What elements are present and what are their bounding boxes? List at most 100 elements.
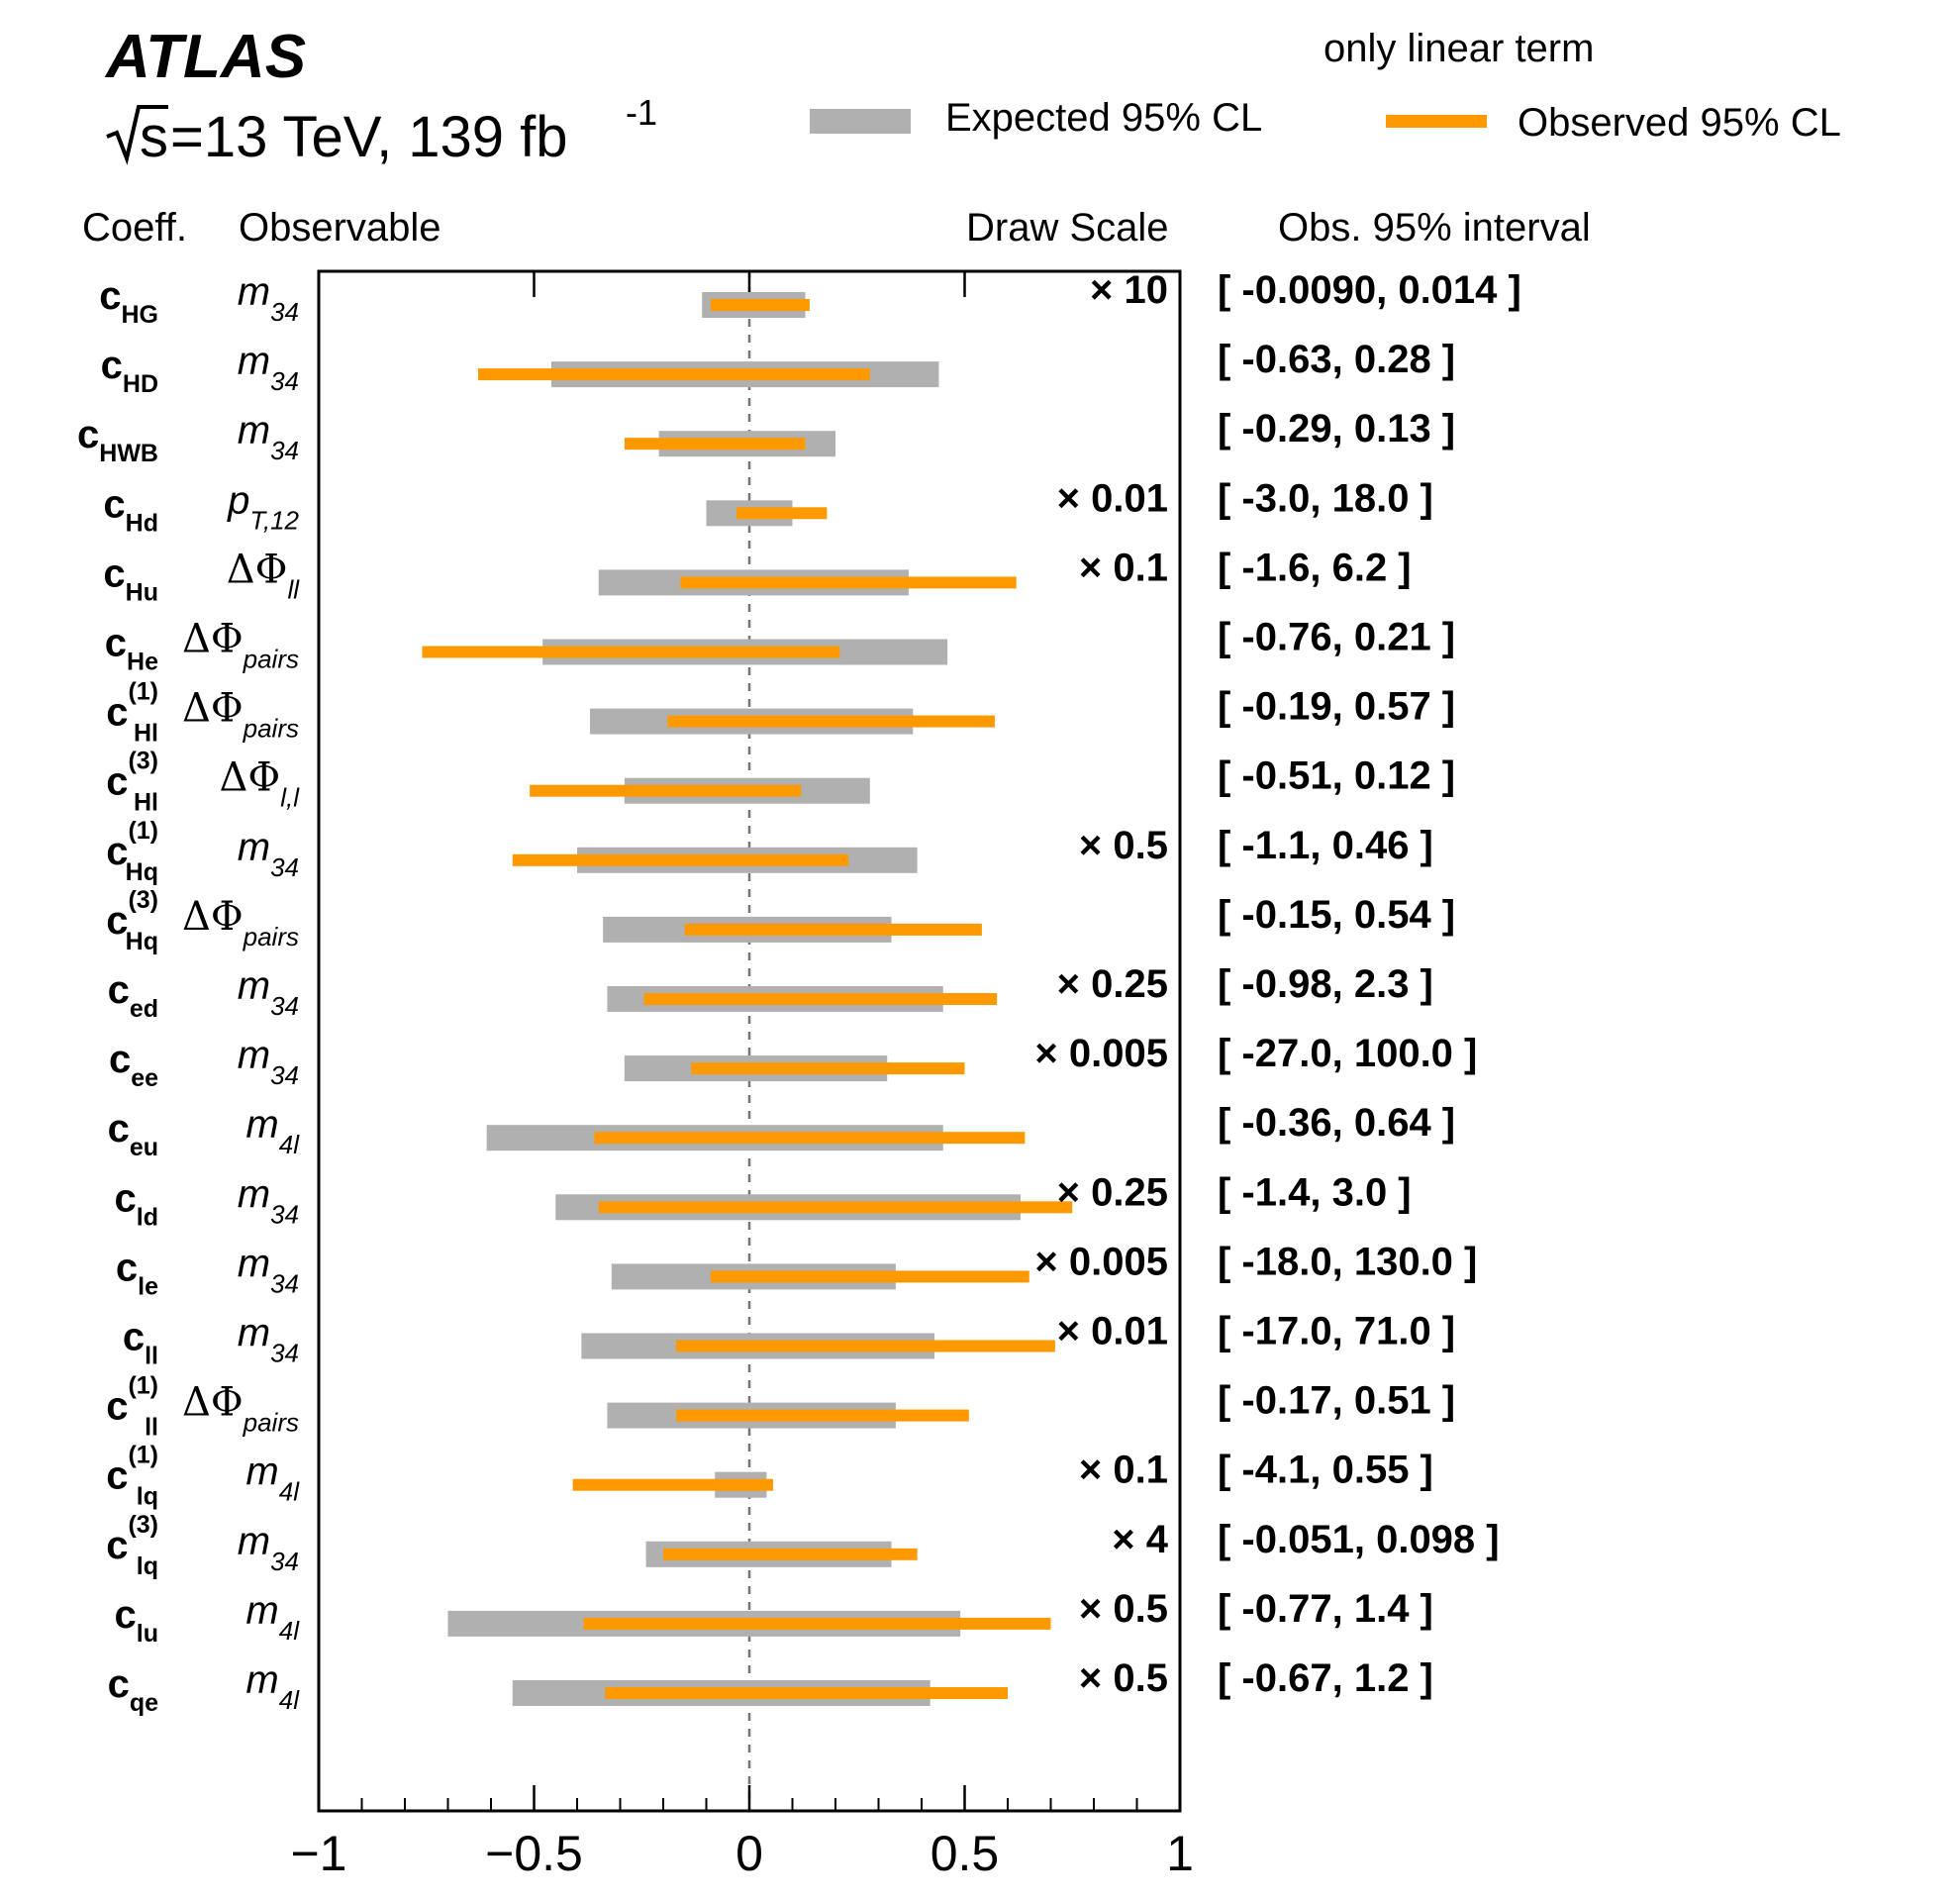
observed-interval-text: [ -17.0, 71.0 ] xyxy=(1218,1310,1455,1353)
coeff-label: c(1) xyxy=(106,817,158,873)
energy-label: s =13 TeV, 139 fb -1 xyxy=(106,92,657,169)
coeff-label: c(1) xyxy=(106,1372,158,1429)
legend-observed-label: Observed 95% CL xyxy=(1518,101,1841,145)
column-header-draw-scale: Draw Scale xyxy=(966,206,1169,250)
chart-rows: cHG m34 × 10 [ -0.0090, 0.014 ] cHD m34 [ -0.6… xyxy=(77,268,1521,1717)
coefficient-row: c(3)Hl ΔΦl,l [ -0.51, 0.12 ] xyxy=(106,748,1455,817)
observable-label: m34 xyxy=(238,826,299,882)
coeff-label: cld xyxy=(115,1176,158,1231)
observed-interval-text: [ -0.29, 0.13 ] xyxy=(1218,407,1455,450)
observed-interval-bar xyxy=(594,1132,1026,1145)
observable-label: ΔΦpairs xyxy=(182,686,299,744)
coeff-label: c(1) xyxy=(106,678,158,735)
x-axis-tick-labels: −1 −0.5 0 0.5 1 xyxy=(290,1826,1193,1881)
legend-title: only linear term xyxy=(1323,27,1594,70)
observed-interval-text: [ -1.1, 0.46 ] xyxy=(1218,824,1433,867)
coefficient-row: cHd pT,12 × 0.01 [ -3.0, 18.0 ] xyxy=(103,476,1432,537)
coeff-subscript: lq xyxy=(137,1483,158,1511)
observable-label: m34 xyxy=(238,409,299,465)
observed-interval-text: [ -0.36, 0.64 ] xyxy=(1218,1101,1455,1145)
coefficient-row: cHWB m34 [ -0.29, 0.13 ] xyxy=(77,407,1455,467)
observed-interval-text: [ -0.0090, 0.014 ] xyxy=(1218,268,1521,312)
observable-label: m34 xyxy=(238,1312,299,1368)
observable-label: m4l xyxy=(245,1103,300,1159)
observed-interval-bar xyxy=(530,784,802,797)
observable-label: m34 xyxy=(238,1172,299,1229)
energy-rest: =13 TeV, 139 fb xyxy=(170,105,568,169)
observed-interval-bar xyxy=(624,438,806,450)
legend-expected-swatch xyxy=(810,109,911,134)
observed-interval-text: [ -4.1, 0.55 ] xyxy=(1218,1449,1433,1492)
draw-scale-label: × 0.5 xyxy=(1079,824,1168,867)
draw-scale-label: × 0.5 xyxy=(1079,1587,1168,1631)
observed-interval-bar xyxy=(643,993,998,1005)
observable-label: m34 xyxy=(238,1242,299,1298)
observed-interval-bar xyxy=(680,576,1017,589)
observed-interval-text: [ -0.051, 0.098 ] xyxy=(1218,1518,1500,1561)
observed-interval-bar xyxy=(735,507,828,520)
observed-interval-text: [ -0.67, 1.2 ] xyxy=(1218,1656,1433,1700)
observed-interval-bar xyxy=(583,1617,1051,1630)
observed-interval-text: [ -3.0, 18.0 ] xyxy=(1218,476,1433,520)
x-tick-label: −1 xyxy=(290,1826,346,1881)
draw-scale-label: × 0.25 xyxy=(1057,1170,1168,1214)
coefficient-row: cHe ΔΦpairs [ -0.76, 0.21 ] xyxy=(105,616,1455,676)
coefficient-row: ceu m4l [ -0.36, 0.64 ] xyxy=(108,1101,1456,1161)
draw-scale-label: × 0.5 xyxy=(1079,1656,1168,1700)
coeff-label: cqe xyxy=(108,1662,159,1717)
coefficient-row: cld m34 × 0.25 [ -1.4, 3.0 ] xyxy=(115,1170,1412,1231)
coeff-subscript: Hq xyxy=(126,858,158,886)
observed-interval-bar xyxy=(477,368,870,381)
observable-label: m34 xyxy=(238,1034,299,1090)
x-axis-ticks xyxy=(317,271,1182,1811)
observed-interval-text: [ -0.17, 0.51 ] xyxy=(1218,1379,1455,1423)
observed-interval-text: [ -18.0, 130.0 ] xyxy=(1218,1240,1477,1283)
coeff-subscript: Hq xyxy=(126,928,158,955)
observable-label: m34 xyxy=(238,270,299,327)
draw-scale-label: × 10 xyxy=(1090,268,1168,312)
observable-label: m4l xyxy=(245,1451,300,1507)
observed-interval-bar xyxy=(667,715,995,728)
coeff-label: cle xyxy=(116,1246,158,1300)
observable-label: ΔΦll xyxy=(227,547,300,604)
coeff-label: cee xyxy=(109,1038,158,1092)
coeff-label: cHWB xyxy=(77,413,158,467)
observed-interval-bar xyxy=(710,1270,1029,1283)
energy-s: s xyxy=(140,105,168,169)
draw-scale-label: × 0.01 xyxy=(1057,1310,1168,1353)
observable-label: m4l xyxy=(245,1658,300,1715)
observable-label: ΔΦl,l xyxy=(220,755,301,813)
coeff-label: cHd xyxy=(103,482,158,537)
draw-scale-label: × 4 xyxy=(1112,1518,1168,1561)
observed-interval-text: [ -0.63, 0.28 ] xyxy=(1218,338,1455,381)
observed-interval-bar xyxy=(676,1340,1055,1352)
observed-interval-text: [ -0.76, 0.21 ] xyxy=(1218,616,1455,659)
observed-interval-text: [ -0.15, 0.54 ] xyxy=(1218,893,1455,937)
coefficient-row: clu m4l × 0.5 [ -0.77, 1.4 ] xyxy=(115,1587,1433,1648)
draw-scale-label: × 0.005 xyxy=(1034,1240,1168,1283)
observable-label: pT,12 xyxy=(227,478,299,535)
draw-scale-label: × 0.005 xyxy=(1034,1032,1168,1075)
observable-label: ΔΦpairs xyxy=(182,1380,299,1438)
column-header-interval: Obs. 95% interval xyxy=(1278,206,1591,250)
observable-label: m34 xyxy=(238,340,299,396)
coeff-label: ceu xyxy=(108,1107,158,1161)
legend-observed-swatch xyxy=(1386,115,1487,128)
coefficient-row: ced m34 × 0.25 [ -0.98, 2.3 ] xyxy=(108,962,1433,1023)
coefficient-row: c(1)lq m4l × 0.1 [ -4.1, 0.55 ] xyxy=(106,1442,1433,1511)
observed-interval-text: [ -1.6, 6.2 ] xyxy=(1218,546,1412,589)
observable-label: ΔΦpairs xyxy=(182,894,299,951)
coeff-subscript: Hl xyxy=(134,789,158,817)
observable-label: m34 xyxy=(238,1520,299,1576)
coeff-label: cHe xyxy=(105,622,158,676)
observed-interval-bar xyxy=(572,1478,773,1491)
draw-scale-label: × 0.25 xyxy=(1057,962,1168,1006)
observed-interval-bar xyxy=(676,1409,969,1422)
coeff-subscript: Hl xyxy=(134,720,158,748)
coefficient-row: c(3)Hq ΔΦpairs [ -0.15, 0.54 ] xyxy=(106,886,1455,955)
observed-interval-text: [ -0.77, 1.4 ] xyxy=(1218,1587,1433,1631)
experiment-label: ATLAS xyxy=(104,23,306,91)
coeff-label: c(1) xyxy=(106,1442,158,1498)
observed-interval-text: [ -0.51, 0.12 ] xyxy=(1218,754,1455,798)
observed-interval-bar xyxy=(422,646,840,658)
